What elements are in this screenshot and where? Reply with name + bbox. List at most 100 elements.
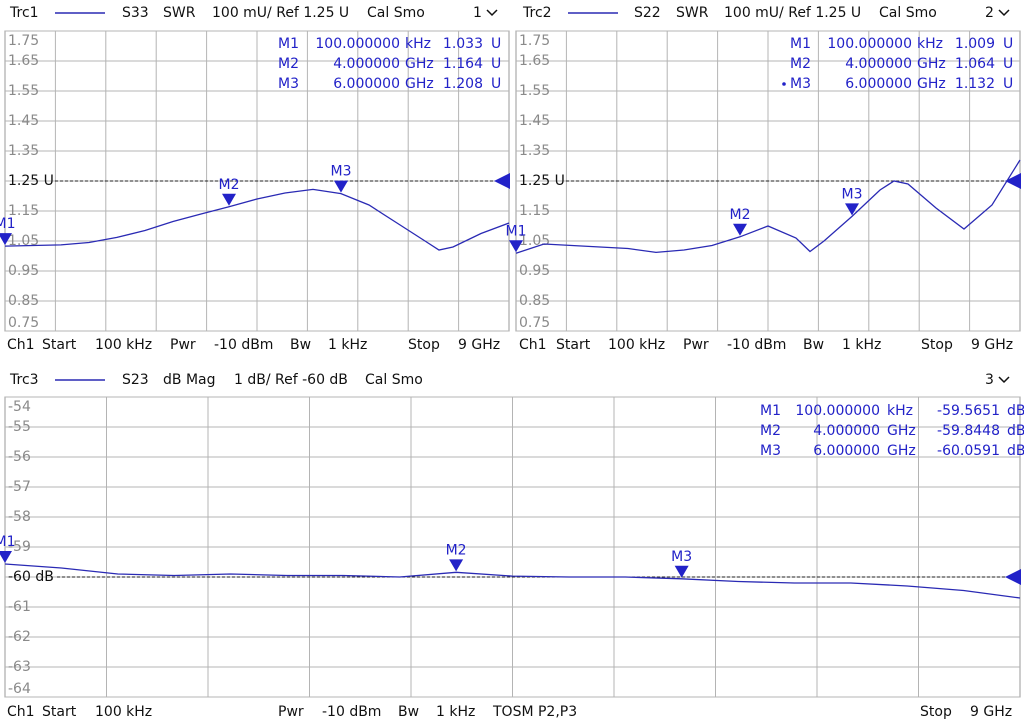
marker-table-stimulus-unit: GHz [405, 76, 434, 92]
header-text: 1 dB/ Ref -60 dB [234, 372, 348, 388]
y-tick-label: 1.15 [8, 203, 39, 219]
footer-text: 100 kHz [608, 337, 665, 353]
header-text: Trc3 [9, 372, 39, 388]
y-tick-label: 1.15 [519, 203, 550, 219]
footer-text: Pwr [170, 337, 196, 353]
marker-table-stimulus: 100.000000 [795, 403, 880, 419]
marker-table-value-unit: U [1003, 76, 1013, 92]
footer-text: Start [42, 337, 77, 353]
marker-table-value-unit: U [1003, 36, 1013, 52]
header-text: 2 [985, 5, 994, 21]
trace [4, 188, 510, 251]
y-tick-label: -57 [8, 479, 31, 495]
y-tick-label: -56 [8, 449, 31, 465]
y-tick-label: 1.75 [8, 33, 39, 49]
footer-text: -10 dBm [322, 704, 381, 720]
header-text: Cal Smo [367, 5, 425, 21]
footer-text: 1 kHz [328, 337, 367, 353]
marker-label: M1 [0, 216, 16, 232]
marker-table-stimulus: 6.000000 [845, 76, 912, 92]
footer-text: Stop [921, 337, 953, 353]
marker-table-value-unit: dB [1007, 443, 1024, 459]
y-tick-label: -62 [8, 629, 31, 645]
marker-table-value-unit: U [491, 56, 501, 72]
marker-table-stimulus: 4.000000 [333, 56, 400, 72]
marker-label: M3 [330, 164, 351, 180]
marker-table-name: M3 [760, 443, 781, 459]
y-tick-label: 0.75 [8, 315, 39, 331]
marker-table-name: M3 [278, 76, 299, 92]
marker-table-value: 1.033 [443, 36, 483, 52]
marker-table-value-unit: dB [1007, 403, 1024, 419]
y-tick-label: 1.25 U [519, 173, 565, 189]
header-text: S23 [122, 372, 149, 388]
footer-text: Start [556, 337, 591, 353]
y-tick-label: 1.65 [8, 53, 39, 69]
footer-text: Pwr [278, 704, 304, 720]
marker-table-stimulus-unit: kHz [887, 403, 913, 419]
marker-triangle [449, 559, 464, 572]
reference-arrow [494, 173, 510, 189]
marker-table-name: M1 [790, 36, 811, 52]
marker-label: M2 [446, 542, 467, 558]
footer-text: 9 GHz [970, 704, 1012, 720]
channel-chevron[interactable] [998, 9, 1010, 17]
marker-label: M1 [0, 534, 16, 550]
marker-table-stimulus-unit: GHz [887, 423, 916, 439]
marker-triangle [732, 223, 747, 236]
y-tick-label: 1.05 [8, 233, 39, 249]
marker-table-value: 1.009 [955, 36, 995, 52]
footer-text: -10 dBm [214, 337, 273, 353]
marker-label: M3 [841, 186, 862, 202]
marker-table-stimulus-unit: GHz [917, 56, 946, 72]
marker-triangle [221, 193, 236, 206]
header-text: Trc2 [522, 5, 552, 21]
header-text: 3 [985, 372, 994, 388]
marker-table-value: 1.064 [955, 56, 995, 72]
marker-table-value-unit: U [1003, 56, 1013, 72]
marker-triangle [674, 565, 689, 578]
marker-table-stimulus: 6.000000 [333, 76, 400, 92]
y-tick-label: 1.55 [8, 83, 39, 99]
header-text: SWR [163, 5, 196, 21]
active-marker-dot [782, 82, 786, 86]
marker-table-value: 1.164 [443, 56, 483, 72]
y-tick-label: 1.65 [519, 53, 550, 69]
marker-table-value-unit: U [491, 36, 501, 52]
marker-table-value-unit: U [491, 76, 501, 92]
footer-text: Stop [920, 704, 952, 720]
header-text: dB Mag [163, 372, 216, 388]
footer-text: Bw [290, 337, 311, 353]
footer-text: Start [42, 704, 77, 720]
marker-table-stimulus: 6.000000 [813, 443, 880, 459]
y-tick-label: -54 [8, 399, 31, 415]
channel-chevron[interactable] [486, 9, 498, 17]
reference-arrow [1005, 173, 1021, 189]
footer-text: Ch1 [7, 704, 35, 720]
channel-chevron[interactable] [998, 376, 1010, 384]
marker-table-value-unit: dB [1007, 423, 1024, 439]
y-tick-label: 1.45 [8, 113, 39, 129]
marker-label: M3 [671, 549, 692, 565]
marker-table-value: -60.0591 [937, 443, 1000, 459]
marker-table-value: -59.5651 [937, 403, 1000, 419]
marker-table-value: 1.132 [955, 76, 995, 92]
marker-table-name: M2 [278, 56, 299, 72]
header-text: 1 [473, 5, 482, 21]
header-text: S33 [122, 5, 149, 21]
header-text: 100 mU/ Ref 1.25 U [212, 5, 349, 21]
reference-arrow [1005, 569, 1021, 585]
marker-label: M1 [506, 223, 527, 239]
footer-text: Ch1 [519, 337, 547, 353]
footer-text: Pwr [683, 337, 709, 353]
marker-table-name: M3 [790, 76, 811, 92]
footer-text: 1 kHz [842, 337, 881, 353]
marker-table-stimulus: 100.000000 [315, 36, 400, 52]
header-text: Cal Smo [365, 372, 423, 388]
y-tick-label: 0.95 [8, 263, 39, 279]
marker-table-name: M2 [760, 423, 781, 439]
marker-table-value: 1.208 [443, 76, 483, 92]
marker-triangle [509, 240, 523, 253]
marker-triangle [0, 233, 12, 246]
